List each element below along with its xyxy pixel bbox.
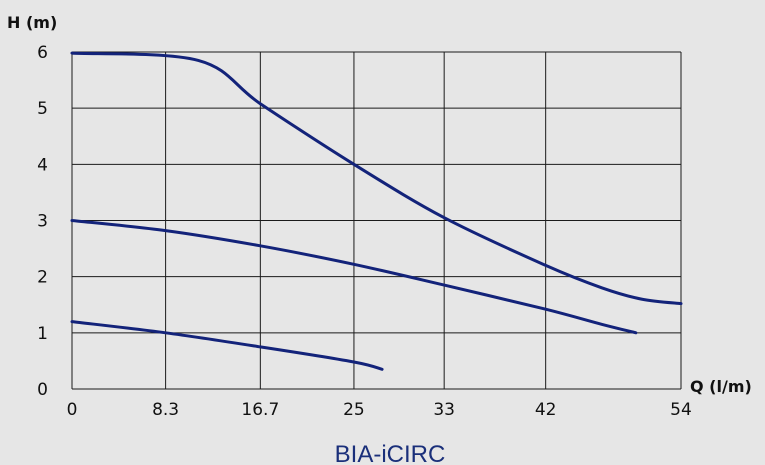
x-axis-label: Q (l/m) [690, 377, 752, 396]
y-tick-label: 3 [37, 212, 48, 232]
curve-line-1 [70, 51, 683, 306]
grid [71, 51, 682, 390]
y-tick-label: 2 [37, 268, 48, 288]
x-tick-label: 25 [343, 400, 365, 420]
x-tick-label: 8.3 [152, 400, 179, 420]
x-axis-ticks: 0 8.3 16.7 25 33 42 54 [67, 400, 692, 420]
x-tick-label: 0 [67, 400, 78, 420]
pump-curves [70, 51, 683, 371]
x-tick-label: 42 [535, 400, 557, 420]
x-tick-label: 16.7 [241, 400, 279, 420]
y-tick-label: 5 [37, 99, 48, 119]
y-axis-label: H (m) [7, 13, 57, 32]
curve-line-2 [70, 219, 638, 335]
y-tick-label: 1 [37, 324, 48, 344]
x-tick-label: 54 [670, 400, 692, 420]
y-tick-label: 0 [37, 380, 48, 400]
x-tick-label: 33 [433, 400, 455, 420]
y-axis-ticks: 0 1 2 3 4 5 6 [37, 43, 48, 400]
y-tick-label: 4 [37, 155, 48, 175]
curve-line-3 [70, 320, 384, 371]
chart-caption: BIA-iCIRC [335, 441, 446, 465]
y-tick-label: 6 [37, 43, 48, 63]
